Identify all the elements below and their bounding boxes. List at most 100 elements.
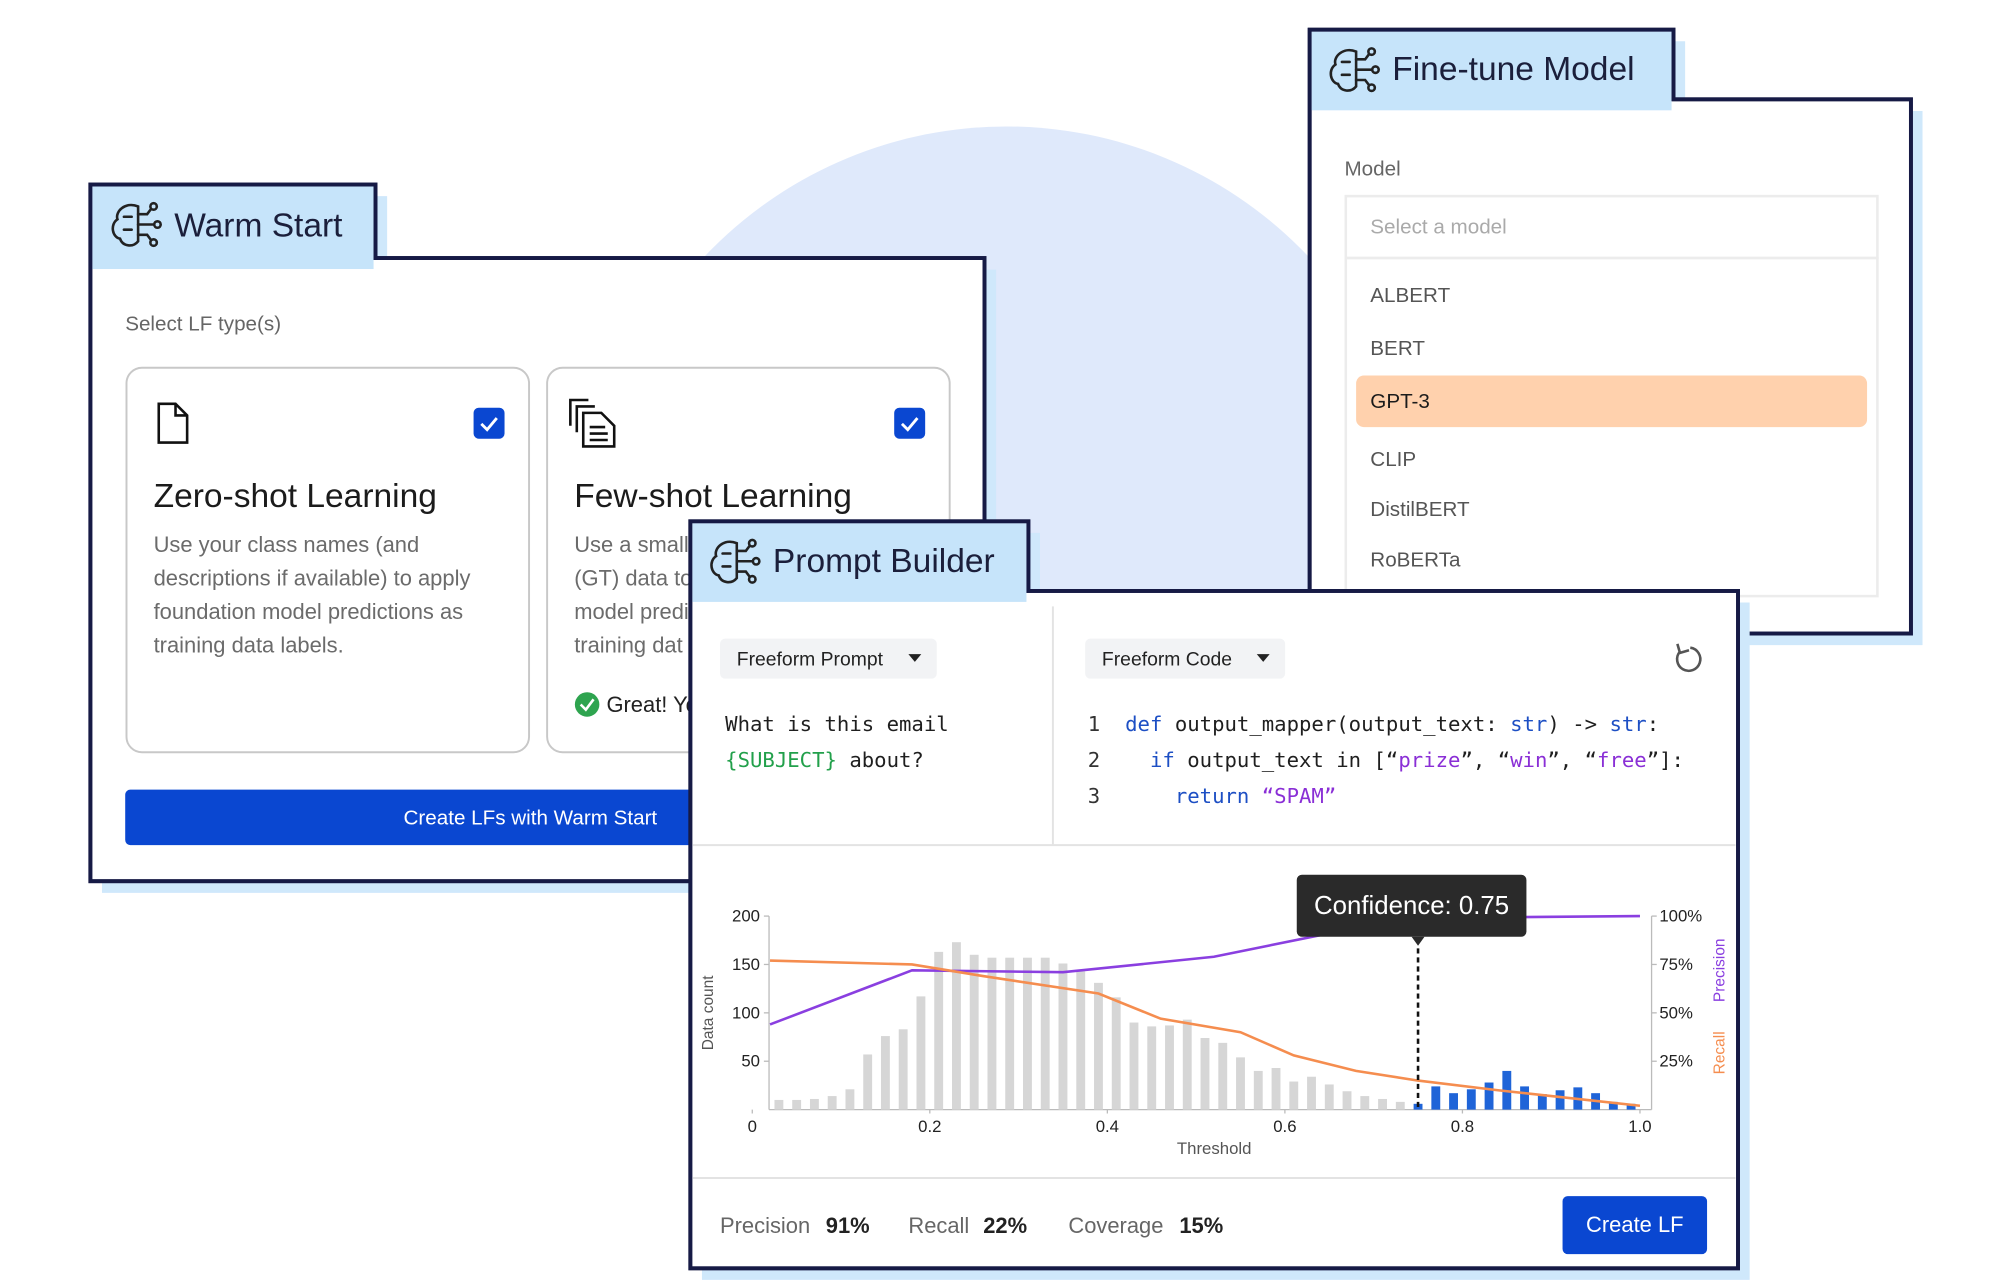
icon-part (149, 238, 159, 248)
checkbox[interactable] (894, 407, 926, 439)
code-token: : (1647, 712, 1659, 736)
reset-arrow (1676, 643, 1690, 655)
brain-icon (710, 538, 761, 584)
histogram-bar (916, 996, 926, 1110)
code-token: ”]: (1647, 748, 1684, 772)
brain-icon (1329, 47, 1380, 93)
histogram-bar (1147, 1026, 1157, 1110)
series-axis-label: Recall (1711, 1031, 1728, 1074)
model-option[interactable]: GPT-3 (1370, 390, 1430, 413)
card-title: Prompt Builder (773, 543, 995, 580)
line-number: 3 (1088, 784, 1100, 808)
y2-tick-label: 100% (1659, 907, 1702, 926)
histogram-bar (1129, 1022, 1139, 1110)
option-description: foundation model predictions as (154, 599, 464, 624)
metric-value: 15% (1179, 1213, 1223, 1238)
x-tick-label: 1.0 (1628, 1117, 1651, 1136)
field-label: Model (1344, 158, 1400, 181)
histogram-bar (1058, 963, 1068, 1110)
selected-option[interactable] (1356, 375, 1868, 428)
docs-icon (569, 398, 616, 448)
code-token: {SUBJECT} (725, 748, 837, 772)
option-description: training data labels. (154, 633, 344, 658)
y2-tick-label: 75% (1659, 955, 1693, 974)
mode-dropdown[interactable] (720, 638, 937, 679)
histogram-bar (809, 1098, 819, 1110)
reset-icon[interactable] (1675, 646, 1702, 673)
icon-part (721, 544, 754, 579)
code-line: if output_text in [“prize”, “win”, “free… (1125, 748, 1684, 772)
code-line: def output_mapper(output_text: str) -> s… (1125, 712, 1659, 736)
model-option[interactable]: BERT (1370, 337, 1425, 360)
histogram-bar (952, 942, 961, 1110)
y2-tick-label: 50% (1659, 1003, 1693, 1022)
mode-label[interactable]: Freeform Prompt (737, 648, 884, 670)
icon-part (747, 538, 757, 548)
mode-label[interactable]: Freeform Code (1102, 648, 1232, 670)
option-title: Zero-shot Learning (154, 478, 437, 515)
series-line (769, 959, 1641, 1108)
icon-part (149, 201, 159, 211)
model-input[interactable] (1344, 194, 1879, 260)
model-option[interactable]: CLIP (1370, 448, 1416, 471)
histogram-bar (1165, 1025, 1174, 1110)
icon-part (122, 207, 155, 242)
histogram-bar (934, 951, 944, 1110)
histogram-bar (1484, 1082, 1494, 1110)
card-outline (88, 182, 987, 884)
checkbox[interactable] (473, 407, 505, 439)
code-token: str (1510, 712, 1547, 736)
icon-part (1340, 52, 1373, 87)
metric-label: Coverage (1068, 1213, 1163, 1238)
histogram-bar (1626, 1103, 1636, 1110)
histogram-bar (863, 1054, 873, 1110)
icon-part (1370, 65, 1380, 75)
histogram-bar (1431, 1086, 1441, 1110)
button-label[interactable]: Create LF (1586, 1212, 1683, 1237)
histogram-bar (1449, 1093, 1458, 1110)
histogram-bar (1218, 1042, 1228, 1110)
dropdown-caret (1256, 654, 1270, 662)
create-lf-button[interactable] (1562, 1196, 1708, 1255)
x-tick-label: 0.4 (1096, 1117, 1119, 1136)
histogram-bar (1360, 1096, 1370, 1110)
histogram-bar (1023, 957, 1032, 1110)
option-description: training dat (574, 633, 682, 658)
histogram-bar (1324, 1084, 1334, 1110)
field-label: Select LF type(s) (125, 312, 281, 335)
line-number: 1 (1088, 712, 1100, 736)
model-option[interactable]: DistilBERT (1370, 498, 1470, 521)
model-option[interactable]: RoBERTa (1370, 548, 1461, 571)
icon-part (747, 574, 757, 584)
card-outline (688, 519, 1740, 1271)
code-token: if (1125, 748, 1187, 772)
mode-dropdown[interactable] (1085, 638, 1286, 679)
button-label[interactable]: Create LFs with Warm Start (404, 807, 658, 830)
metric-label: Precision (720, 1213, 810, 1238)
option-title: Few-shot Learning (574, 478, 852, 515)
y-axis-label: Data count (700, 975, 717, 1051)
code-token: win (1510, 748, 1547, 772)
code-token: def (1125, 712, 1175, 736)
checkmark (480, 417, 498, 432)
histogram-bar (969, 954, 979, 1110)
model-option[interactable]: ALBERT (1370, 284, 1450, 307)
tooltip (1296, 874, 1527, 937)
y2-tick-label: 25% (1659, 1052, 1693, 1071)
histogram-bar (1111, 997, 1121, 1110)
histogram-bar (880, 1036, 890, 1110)
icon-part (751, 556, 761, 566)
histogram-bar (987, 957, 997, 1110)
code-token: What is this email (725, 712, 949, 736)
histogram-bar (1520, 1086, 1530, 1110)
x-tick-label: 0 (748, 1117, 757, 1136)
code-token: ”, “ (1460, 748, 1510, 772)
icon-part (152, 219, 162, 230)
status-text: Great! Yo (606, 692, 697, 717)
y-tick-label: 100 (732, 1003, 760, 1022)
option-card[interactable] (125, 366, 531, 754)
code-token: output_mapper(output_text: (1175, 712, 1510, 736)
checkmark (900, 417, 919, 432)
histogram-bar (1253, 1070, 1263, 1110)
